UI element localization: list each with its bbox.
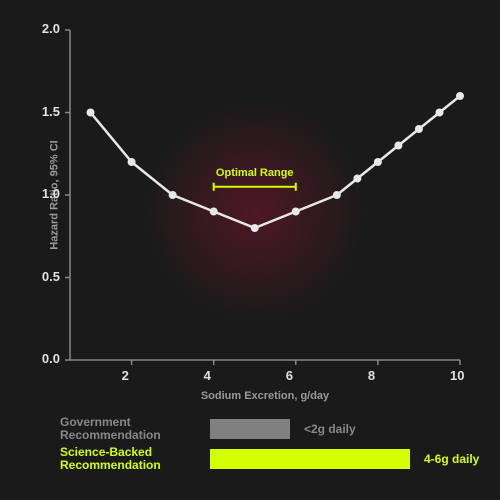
y-tick-label: 2.0 [42, 21, 60, 36]
optimal-range-label: Optimal Range [205, 167, 305, 179]
gov-rec-bar [210, 419, 290, 439]
x-tick-label: 2 [122, 368, 129, 383]
y-tick-label: 0.5 [42, 269, 60, 284]
y-tick-label: 1.0 [42, 186, 60, 201]
gov-rec-label: Government Recommendation [60, 416, 210, 442]
gov-rec-value: <2g daily [304, 422, 356, 436]
y-tick-label: 1.5 [42, 104, 60, 119]
sci-rec-bar [210, 449, 410, 469]
x-tick-label: 10 [450, 368, 464, 383]
x-tick-label: 4 [204, 368, 211, 383]
sci-recommendation-row: Science-Backed Recommendation 4-6g daily [60, 448, 479, 470]
plot-svg [0, 0, 500, 400]
x-axis-label: Sodium Excretion, g/day [185, 390, 345, 402]
x-tick-label: 8 [368, 368, 375, 383]
hazard-ratio-chart: Hazard Ratio, 95% CI Sodium Excretion, g… [0, 0, 500, 500]
sci-rec-label: Science-Backed Recommendation [60, 446, 210, 472]
gov-recommendation-row: Government Recommendation <2g daily [60, 418, 356, 440]
sci-rec-value: 4-6g daily [424, 452, 479, 466]
y-tick-label: 0.0 [42, 351, 60, 366]
x-tick-label: 6 [286, 368, 293, 383]
